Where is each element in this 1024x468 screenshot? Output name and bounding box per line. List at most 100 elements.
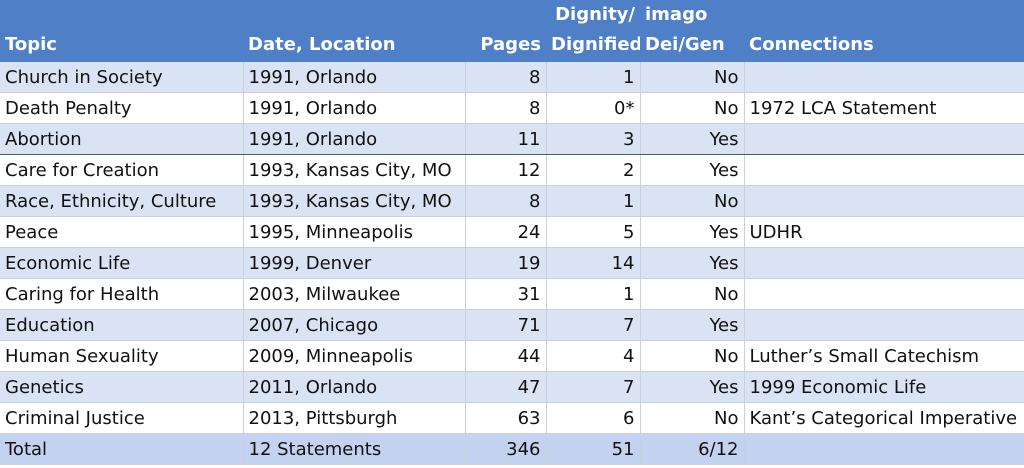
cell-topic[interactable]: Economic Life [0, 247, 244, 279]
cell-imago[interactable]: No [640, 92, 745, 124]
cell-dignity[interactable]: 0* [546, 92, 641, 124]
cell-pages[interactable]: 11 [465, 123, 547, 155]
cell-dignity[interactable]: 14 [546, 247, 641, 279]
cell-date-location[interactable]: 1993, Kansas City, MO [243, 154, 466, 186]
header-imago[interactable]: imago Dei/Gen [640, 0, 744, 62]
cell-connections[interactable] [744, 154, 1024, 186]
cell-pages[interactable]: 12 [465, 154, 547, 186]
cell-pages[interactable]: 71 [465, 309, 547, 341]
table-row: Economic Life 1999, Denver 19 14 Yes [0, 247, 1024, 279]
header-connections[interactable]: Connections [744, 0, 1024, 62]
table-row: Caring for Health 2003, Milwaukee 31 1 N… [0, 278, 1024, 310]
cell-dignity[interactable]: 3 [546, 123, 641, 155]
header-dignity[interactable]: Dignity/ Dignified [546, 0, 640, 62]
cell-pages[interactable]: 31 [465, 278, 547, 310]
cell-pages[interactable]: 47 [465, 371, 547, 403]
header-row: Topic Date, Location Pages Dignity/ Dign… [0, 0, 1024, 62]
table-row: Human Sexuality 2009, Minneapolis 44 4 N… [0, 340, 1024, 372]
total-imago[interactable]: 6/12 [640, 433, 745, 465]
header-date-location[interactable]: Date, Location [243, 0, 465, 62]
cell-connections[interactable] [744, 185, 1024, 217]
cell-connections[interactable]: 1972 LCA Statement [744, 92, 1024, 124]
cell-topic[interactable]: Criminal Justice [0, 402, 244, 434]
cell-date-location[interactable]: 2011, Orlando [243, 371, 466, 403]
cell-topic[interactable]: Peace [0, 216, 244, 248]
cell-connections[interactable]: 1999 Economic Life [744, 371, 1024, 403]
cell-imago[interactable]: Yes [640, 216, 745, 248]
cell-topic[interactable]: Abortion [0, 123, 244, 155]
cell-connections[interactable]: Kant’s Categorical Imperative [744, 402, 1024, 434]
table-row: Church in Society 1991, Orlando 8 1 No [0, 62, 1024, 93]
table-row: Education 2007, Chicago 71 7 Yes [0, 309, 1024, 341]
cell-imago[interactable]: No [640, 340, 745, 372]
cell-pages[interactable]: 24 [465, 216, 547, 248]
cell-topic[interactable]: Church in Society [0, 62, 244, 93]
cell-date-location[interactable]: 1999, Denver [243, 247, 466, 279]
cell-connections[interactable] [744, 247, 1024, 279]
cell-pages[interactable]: 44 [465, 340, 547, 372]
total-connections[interactable] [744, 433, 1024, 465]
total-dignity[interactable]: 51 [546, 433, 641, 465]
cell-dignity[interactable]: 7 [546, 309, 641, 341]
cell-connections[interactable] [744, 278, 1024, 310]
cell-topic[interactable]: Human Sexuality [0, 340, 244, 372]
cell-pages[interactable]: 63 [465, 402, 547, 434]
cell-dignity[interactable]: 1 [546, 278, 641, 310]
table-row: Abortion 1991, Orlando 11 3 Yes [0, 123, 1024, 155]
cell-pages[interactable]: 8 [465, 92, 547, 124]
table-row: Race, Ethnicity, Culture 1993, Kansas Ci… [0, 185, 1024, 217]
total-pages[interactable]: 346 [465, 433, 547, 465]
cell-date-location[interactable]: 1991, Orlando [243, 123, 466, 155]
cell-dignity[interactable]: 4 [546, 340, 641, 372]
header-pages[interactable]: Pages [465, 0, 546, 62]
cell-dignity[interactable]: 6 [546, 402, 641, 434]
cell-connections[interactable] [744, 123, 1024, 155]
total-topic[interactable]: Total [0, 433, 244, 465]
cell-date-location[interactable]: 2003, Milwaukee [243, 278, 466, 310]
total-row: Total 12 Statements 346 51 6/12 [0, 433, 1024, 465]
cell-connections[interactable] [744, 62, 1024, 93]
cell-imago[interactable]: No [640, 185, 745, 217]
header-imago-line2: Dei/Gen [645, 34, 725, 55]
cell-topic[interactable]: Care for Creation [0, 154, 244, 186]
cell-topic[interactable]: Death Penalty [0, 92, 244, 124]
cell-imago[interactable]: No [640, 278, 745, 310]
header-dignity-line1: Dignity/ [555, 4, 635, 25]
cell-date-location[interactable]: 2009, Minneapolis [243, 340, 466, 372]
cell-date-location[interactable]: 2013, Pittsburgh [243, 402, 466, 434]
cell-topic[interactable]: Genetics [0, 371, 244, 403]
cell-date-location[interactable]: 1995, Minneapolis [243, 216, 466, 248]
cell-date-location[interactable]: 1991, Orlando [243, 92, 466, 124]
table-row: Genetics 2011, Orlando 47 7 Yes 1999 Eco… [0, 371, 1024, 403]
cell-dignity[interactable]: 1 [546, 62, 641, 93]
cell-date-location[interactable]: 2007, Chicago [243, 309, 466, 341]
cell-imago[interactable]: Yes [640, 247, 745, 279]
cell-topic[interactable]: Education [0, 309, 244, 341]
cell-topic[interactable]: Caring for Health [0, 278, 244, 310]
cell-imago[interactable]: No [640, 402, 745, 434]
cell-date-location[interactable]: 1991, Orlando [243, 62, 466, 93]
header-imago-line1: imago [645, 4, 708, 25]
cell-dignity[interactable]: 7 [546, 371, 641, 403]
cell-date-location[interactable]: 1993, Kansas City, MO [243, 185, 466, 217]
cell-imago[interactable]: Yes [640, 154, 745, 186]
header-topic[interactable]: Topic [0, 0, 243, 62]
cell-dignity[interactable]: 5 [546, 216, 641, 248]
cell-dignity[interactable]: 1 [546, 185, 641, 217]
cell-imago[interactable]: No [640, 62, 745, 93]
cell-imago[interactable]: Yes [640, 309, 745, 341]
cell-imago[interactable]: Yes [640, 123, 745, 155]
cell-imago[interactable]: Yes [640, 371, 745, 403]
cell-pages[interactable]: 19 [465, 247, 547, 279]
cell-topic[interactable]: Race, Ethnicity, Culture [0, 185, 244, 217]
cell-dignity[interactable]: 2 [546, 154, 641, 186]
table-row: Peace 1995, Minneapolis 24 5 Yes UDHR [0, 216, 1024, 248]
cell-connections[interactable]: Luther’s Small Catechism [744, 340, 1024, 372]
cell-pages[interactable]: 8 [465, 185, 547, 217]
cell-connections[interactable] [744, 309, 1024, 341]
cell-pages[interactable]: 8 [465, 62, 547, 93]
total-date-location[interactable]: 12 Statements [243, 433, 466, 465]
cell-connections[interactable]: UDHR [744, 216, 1024, 248]
table-row: Care for Creation 1993, Kansas City, MO … [0, 154, 1024, 186]
